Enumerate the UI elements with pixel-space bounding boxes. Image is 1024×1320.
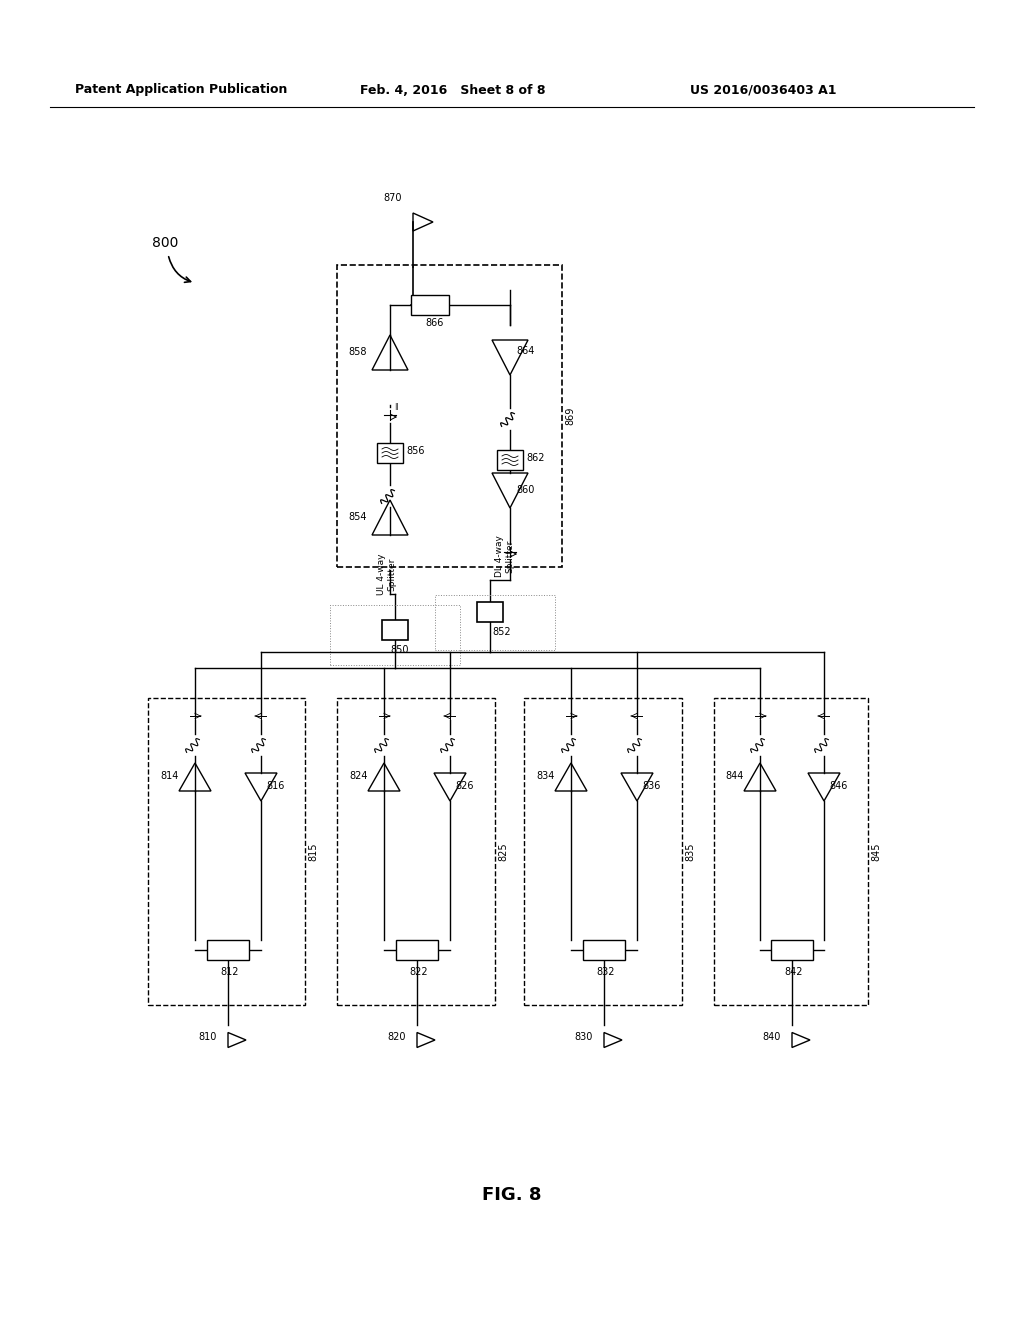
Bar (337, 698, 495, 1005)
Text: US 2016/0036403 A1: US 2016/0036403 A1 (690, 83, 837, 96)
Bar (477, 602, 503, 622)
Text: 846: 846 (829, 781, 848, 791)
Text: 810: 810 (198, 1032, 216, 1041)
Text: 836: 836 (642, 781, 660, 791)
Text: 822: 822 (409, 968, 428, 977)
Bar (524, 698, 682, 1005)
Bar (396, 940, 438, 960)
Text: 812: 812 (220, 968, 239, 977)
Text: 835: 835 (685, 842, 695, 861)
Text: 866: 866 (425, 318, 443, 327)
Text: 815: 815 (308, 842, 318, 861)
Text: 834: 834 (536, 771, 554, 781)
Bar (411, 294, 449, 315)
Text: 854: 854 (348, 512, 367, 521)
Bar (148, 698, 305, 1005)
Text: 860: 860 (516, 484, 535, 495)
Text: 840: 840 (762, 1032, 780, 1041)
Bar (435, 595, 555, 649)
Text: 862: 862 (526, 453, 545, 463)
Text: 824: 824 (349, 771, 368, 781)
Bar (583, 940, 625, 960)
Text: 858: 858 (348, 347, 367, 356)
Text: ||: || (394, 404, 398, 411)
Bar (377, 444, 403, 463)
Bar (714, 698, 868, 1005)
Text: 870: 870 (383, 193, 401, 203)
Bar (330, 605, 460, 665)
Text: 826: 826 (455, 781, 473, 791)
Text: UL 4-way
Splitter: UL 4-way Splitter (377, 553, 396, 595)
Text: 825: 825 (498, 842, 508, 861)
Text: Feb. 4, 2016   Sheet 8 of 8: Feb. 4, 2016 Sheet 8 of 8 (360, 83, 546, 96)
Text: 856: 856 (406, 446, 425, 455)
Text: 864: 864 (516, 346, 535, 356)
Text: 845: 845 (871, 842, 881, 861)
Text: 814: 814 (160, 771, 178, 781)
Bar (207, 940, 249, 960)
Text: DL 4-way
Splitter: DL 4-way Splitter (496, 535, 515, 577)
Text: 800: 800 (152, 236, 178, 249)
Text: 842: 842 (784, 968, 803, 977)
Text: 844: 844 (725, 771, 743, 781)
Text: 832: 832 (596, 968, 614, 977)
Text: 869: 869 (565, 407, 575, 425)
Bar (497, 450, 523, 470)
Bar (337, 265, 562, 568)
Text: 816: 816 (266, 781, 285, 791)
Text: Patent Application Publication: Patent Application Publication (75, 83, 288, 96)
Bar (382, 620, 408, 640)
Text: 850: 850 (390, 645, 409, 655)
Text: 820: 820 (387, 1032, 406, 1041)
Text: 852: 852 (492, 627, 511, 638)
Text: 830: 830 (574, 1032, 592, 1041)
Bar (771, 940, 813, 960)
Text: FIG. 8: FIG. 8 (482, 1185, 542, 1204)
